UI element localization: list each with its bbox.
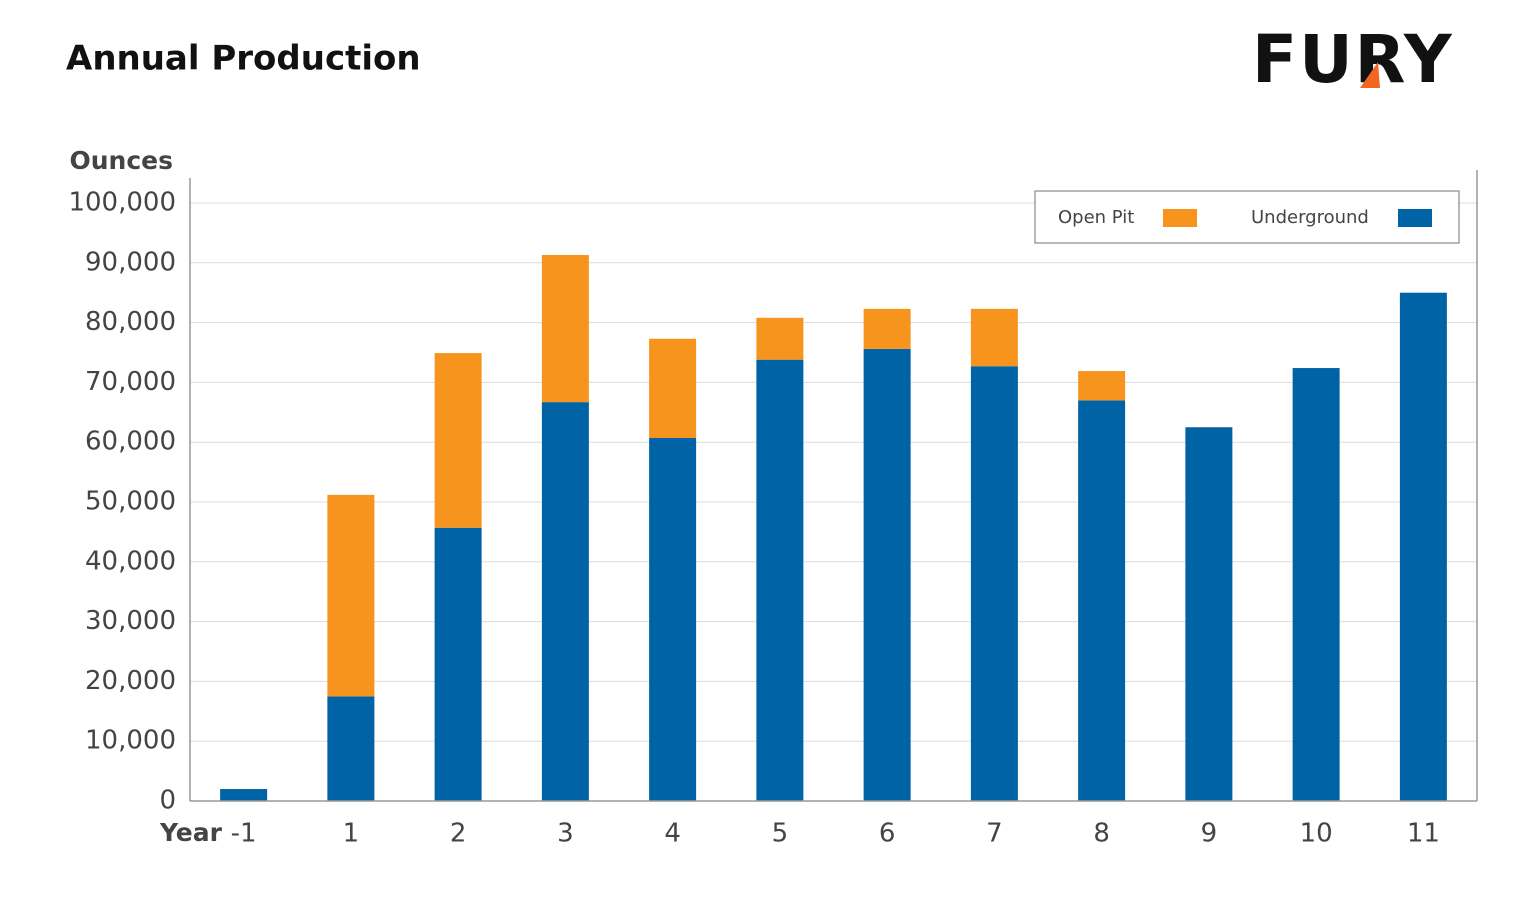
y-tick-label: 20,000 [85,666,176,696]
x-tick-label: 6 [879,819,896,849]
bar-segment [863,308,911,349]
y-tick-label: 90,000 [85,247,176,277]
legend-label: Underground [1251,207,1369,228]
bar-segment [1078,400,1126,801]
x-tick-label: 7 [986,819,1003,849]
x-tick-label: 1 [343,819,360,849]
bar-segment [327,696,375,801]
y-tick-label: 70,000 [85,367,176,397]
bar-segment [756,317,804,360]
x-tick-label: 11 [1407,819,1440,849]
x-axis-label: Year [159,818,223,847]
legend-swatch [1398,209,1432,227]
y-tick-label: 100,000 [68,188,176,218]
x-tick-label: -1 [231,819,257,849]
x-tick-label: 8 [1093,819,1110,849]
bar-segment [541,402,589,801]
bar-segment [434,527,482,801]
x-tick-label: 3 [557,819,574,849]
bar-segment [756,359,804,801]
logo-text: FURY [1252,21,1454,98]
legend-box [1034,190,1460,244]
bar-segment [327,494,375,697]
logo: FURY [1252,21,1454,98]
y-tick-label: 60,000 [85,427,176,457]
bar-segment [1399,292,1447,801]
bar-segment [970,366,1018,801]
y-tick-label: 40,000 [85,546,176,576]
bar-segment [649,438,697,801]
bar-segment [541,255,589,403]
logo-accent [1360,62,1380,88]
legend-swatch [1163,209,1197,227]
x-tick-label: 4 [664,819,681,849]
legend-label: Open Pit [1058,207,1134,228]
bar-segment [649,338,697,439]
bar-segment [1185,427,1233,801]
bar-segment [1078,371,1126,401]
x-tick-label: 5 [772,819,789,849]
bar-segment [434,353,482,528]
bar-segment [863,348,911,801]
x-tick-label: 9 [1201,819,1218,849]
y-tick-label: 80,000 [85,307,176,337]
x-tick-label: 2 [450,819,467,849]
x-tick-label: 10 [1300,819,1333,849]
bar-segment [970,308,1018,367]
y-axis-label: Ounces [69,146,173,175]
y-tick-label: 50,000 [85,487,176,517]
bar-segment [220,789,268,801]
y-tick-label: 30,000 [85,606,176,636]
chart-title: Annual Production [66,39,421,79]
bar-segment [1292,368,1340,801]
y-tick-label: 0 [159,786,176,816]
y-tick-label: 10,000 [85,726,176,756]
